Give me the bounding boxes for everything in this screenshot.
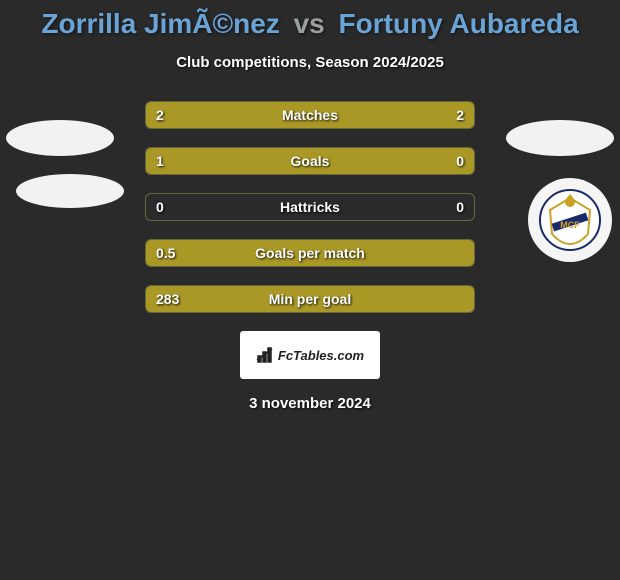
svg-text:MCF: MCF — [560, 220, 580, 230]
date: 3 november 2024 — [0, 395, 620, 412]
stats-container: 2 2 Matches 1 0 Goals 0 0 Hattricks 0.5 Goals per … — [145, 101, 475, 313]
stat-label: Goals — [291, 153, 330, 169]
stat-value-left: 1 — [156, 153, 164, 169]
player2-avatar-placeholder — [506, 120, 614, 156]
stat-row: 0.5 Goals per match — [145, 239, 475, 267]
stat-label: Goals per match — [255, 245, 365, 261]
stat-value-left: 283 — [156, 291, 179, 307]
stat-label: Min per goal — [269, 291, 351, 307]
stat-label: Hattricks — [280, 199, 340, 215]
stat-value-left: 2 — [156, 107, 164, 123]
player1-avatar-placeholder — [6, 120, 114, 156]
stat-value-left: 0 — [156, 199, 164, 215]
brand-box[interactable]: FcTables.com — [240, 331, 380, 379]
stat-row: 0 0 Hattricks — [145, 193, 475, 221]
comparison-title: Zorrilla JimÃ©nez vs Fortuny Aubareda — [0, 0, 620, 40]
stat-value-left: 0.5 — [156, 245, 175, 261]
real-madrid-crest-icon: MCF — [538, 188, 602, 252]
player2-club-badge: MCF — [528, 178, 612, 262]
player1-club-placeholder — [16, 174, 124, 208]
stat-value-right: 0 — [456, 153, 464, 169]
subtitle: Club competitions, Season 2024/2025 — [0, 54, 620, 71]
stat-row: 283 Min per goal — [145, 285, 475, 313]
stat-value-right: 2 — [456, 107, 464, 123]
stat-label: Matches — [282, 107, 338, 123]
bar-chart-icon — [256, 346, 274, 364]
brand-text: FcTables.com — [278, 348, 364, 363]
stat-value-right: 0 — [456, 199, 464, 215]
stat-row: 2 2 Matches — [145, 101, 475, 129]
player1-name: Zorrilla JimÃ©nez — [41, 8, 279, 39]
stat-bar-left — [146, 148, 408, 174]
stat-row: 1 0 Goals — [145, 147, 475, 175]
vs-text: vs — [294, 8, 325, 39]
player2-name: Fortuny Aubareda — [339, 8, 579, 39]
